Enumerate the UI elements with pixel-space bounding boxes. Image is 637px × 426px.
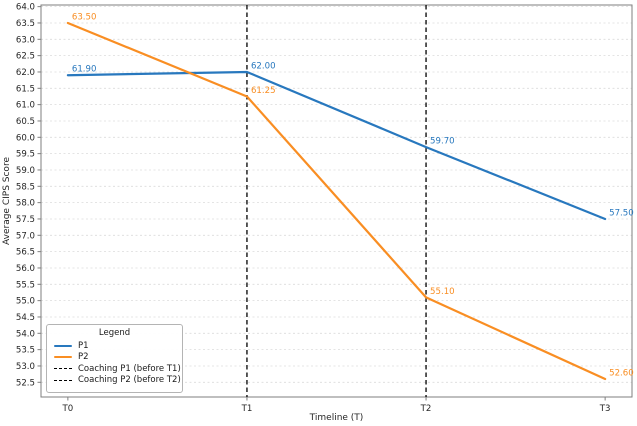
svg-text:62.00: 62.00 (251, 61, 276, 71)
p2-line-swatch (54, 356, 72, 359)
legend-item-coaching-p1: Coaching P1 (before T1) (47, 363, 182, 375)
svg-text:56.0: 56.0 (16, 264, 35, 274)
svg-text:53.5: 53.5 (16, 346, 35, 356)
dashed-line-swatch (54, 379, 72, 381)
svg-text:58.5: 58.5 (16, 182, 35, 192)
svg-text:54.0: 54.0 (16, 329, 35, 339)
svg-text:61.25: 61.25 (251, 86, 276, 96)
svg-text:63.50: 63.50 (72, 12, 97, 22)
svg-text:57.5: 57.5 (16, 215, 35, 225)
svg-text:60.0: 60.0 (16, 133, 35, 143)
svg-text:T0: T0 (62, 404, 74, 414)
legend-item-label: P1 (78, 340, 89, 351)
svg-text:60.5: 60.5 (16, 117, 35, 127)
svg-text:64.0: 64.0 (16, 3, 35, 13)
svg-text:59.5: 59.5 (16, 150, 35, 160)
legend-item-label: Coaching P2 (before T2) (78, 375, 181, 386)
svg-text:59.0: 59.0 (16, 166, 35, 176)
svg-text:52.5: 52.5 (16, 378, 35, 388)
legend-item-label: P2 (78, 352, 89, 363)
legend-item-label: Coaching P1 (before T1) (78, 363, 181, 374)
svg-text:58.0: 58.0 (16, 199, 35, 209)
svg-text:57.0: 57.0 (16, 231, 35, 241)
dashed-line-swatch (54, 368, 72, 370)
svg-text:61.90: 61.90 (72, 65, 97, 75)
p1-line-swatch (54, 344, 72, 347)
legend-box: Legend P1 P2 Coaching P1 (before T1) Coa… (46, 324, 183, 393)
svg-text:55.5: 55.5 (16, 280, 35, 290)
svg-text:55.0: 55.0 (16, 297, 35, 307)
legend-title: Legend (98, 328, 131, 338)
svg-text:Average CIPS Score: Average CIPS Score (2, 157, 12, 245)
svg-text:57.50: 57.50 (609, 208, 634, 218)
svg-text:53.0: 53.0 (16, 362, 35, 372)
svg-text:56.5: 56.5 (16, 248, 35, 258)
svg-text:61.5: 61.5 (16, 84, 35, 94)
svg-text:Timeline (T): Timeline (T) (309, 413, 364, 423)
svg-text:T1: T1 (241, 404, 253, 414)
svg-text:62.5: 62.5 (16, 52, 35, 62)
svg-text:54.5: 54.5 (16, 313, 35, 323)
legend-item-p2: P2 (47, 352, 182, 364)
svg-text:T3: T3 (599, 404, 611, 414)
svg-text:62.0: 62.0 (16, 68, 35, 78)
svg-text:63.0: 63.0 (16, 35, 35, 45)
legend-item-p1: P1 (47, 340, 182, 352)
svg-text:T2: T2 (420, 404, 432, 414)
svg-text:61.0: 61.0 (16, 101, 35, 111)
svg-text:52.60: 52.60 (609, 369, 634, 379)
svg-text:59.70: 59.70 (430, 137, 455, 147)
legend-item-coaching-p2: Coaching P2 (before T2) (47, 375, 182, 387)
svg-text:55.10: 55.10 (430, 287, 455, 297)
svg-text:63.5: 63.5 (16, 19, 35, 29)
